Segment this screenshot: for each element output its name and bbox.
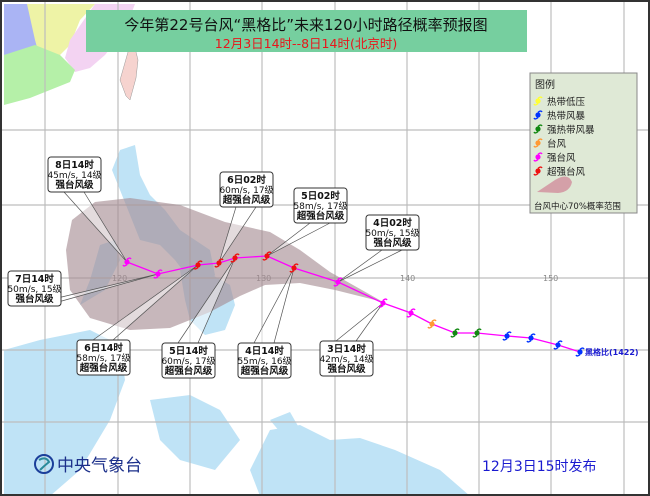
forecast-track-point <box>333 277 343 287</box>
legend-item-label: 超强台风 <box>547 166 586 178</box>
publisher-logo <box>34 454 54 474</box>
legend-item-label: 强台风 <box>547 152 576 164</box>
forecast-track-point <box>153 269 163 279</box>
callout-level: 强台风级 <box>373 237 412 249</box>
callout-level: 超强台风级 <box>222 194 271 206</box>
callout-wind: 50m/s, 15级 <box>7 283 61 295</box>
forecast-track-point <box>262 251 272 261</box>
forecast-track-point <box>214 258 224 268</box>
past-track-point <box>502 331 512 341</box>
callout-wind: 55m/s, 16级 <box>237 355 291 367</box>
label-leaders <box>23 191 403 344</box>
legend-symbol-icon <box>533 166 543 176</box>
callout-level: 强台风级 <box>327 363 366 375</box>
land-province-green <box>4 45 75 105</box>
callout-level: 强台风级 <box>55 179 94 191</box>
past-track-point <box>553 340 563 350</box>
map-subtitle: 12月3日14时--8日14时(北京时) <box>215 36 397 51</box>
typhoon-name-label: 黑格比(1422) <box>585 347 639 357</box>
callout-time: 6日14时 <box>84 342 123 354</box>
legend-cone-label: 台风中心70%概率范围 <box>534 201 621 212</box>
callout-time: 6日02时 <box>227 174 266 186</box>
callout-level: 超强台风级 <box>296 210 345 222</box>
callout-wind: 42m/s, 14级 <box>319 353 373 365</box>
lon-label-150: 150 <box>543 274 558 283</box>
legend-item-label: 台风 <box>547 138 567 150</box>
callout-wind: 58m/s, 17级 <box>293 200 347 212</box>
lon-label-140: 140 <box>400 274 415 283</box>
forecast-track-point <box>378 298 388 308</box>
map-title: 今年第22号台风“黑格比”未来120小时路径概率预报图 <box>124 16 487 34</box>
past-track-point <box>450 328 460 338</box>
legend-box <box>529 72 638 214</box>
past-track-point <box>526 333 536 343</box>
callout-level: 超强台风级 <box>164 365 213 377</box>
callout-time: 3日14时 <box>327 343 366 355</box>
legend-cone-swatch <box>537 176 572 193</box>
callout-level: 强台风级 <box>15 293 54 305</box>
issued-time: 12月3日15时发布 <box>482 459 597 475</box>
land-new-guinea <box>250 425 470 496</box>
forecast-track-point <box>122 257 132 267</box>
legend-symbol-icon <box>533 110 543 120</box>
callout-wind: 45m/s, 14级 <box>47 169 101 181</box>
publisher-name: 中央气象台 <box>57 456 142 476</box>
forecast-track-point <box>193 260 203 270</box>
track-points <box>122 251 585 357</box>
callout-time: 4日14时 <box>245 345 284 357</box>
land-sulawesi <box>150 395 240 470</box>
callout-time: 5日02时 <box>301 190 340 202</box>
legend-symbol-icon <box>533 124 543 134</box>
legend-item-label: 热带低压 <box>547 96 586 108</box>
past-track-point <box>472 328 482 338</box>
callout-time: 7日14时 <box>15 273 54 285</box>
legend-item-label: 强热带风暴 <box>547 124 595 136</box>
callout-wind: 60m/s, 17级 <box>161 355 215 367</box>
cma-logo-icon <box>34 454 54 474</box>
legend-item-label: 热带风暴 <box>547 110 586 122</box>
past-track-point <box>575 347 585 357</box>
land-province-yellow <box>27 4 95 58</box>
probability-cone <box>66 198 383 330</box>
past-track-point <box>406 308 416 318</box>
forecast-track-point <box>230 253 240 263</box>
callout-time: 5日14时 <box>169 345 208 357</box>
callout-wind: 58m/s, 17级 <box>76 352 130 364</box>
legend-title: 图例 <box>535 78 555 91</box>
callout-level: 超强台风级 <box>79 362 128 374</box>
callout-level: 超强台风级 <box>240 365 289 377</box>
callout-time: 4日02时 <box>373 217 412 229</box>
callout-wind: 60m/s, 17级 <box>219 184 273 196</box>
callout-time: 8日14时 <box>55 159 94 171</box>
callout-wind: 50m/s, 15级 <box>365 227 419 239</box>
legend-symbol-icon <box>533 96 543 106</box>
legend-symbol-icon <box>533 152 543 162</box>
forecast-track-point <box>289 263 299 273</box>
title-bar <box>86 10 527 52</box>
legend-symbol-icon <box>533 138 543 148</box>
past-track-point <box>427 319 437 329</box>
